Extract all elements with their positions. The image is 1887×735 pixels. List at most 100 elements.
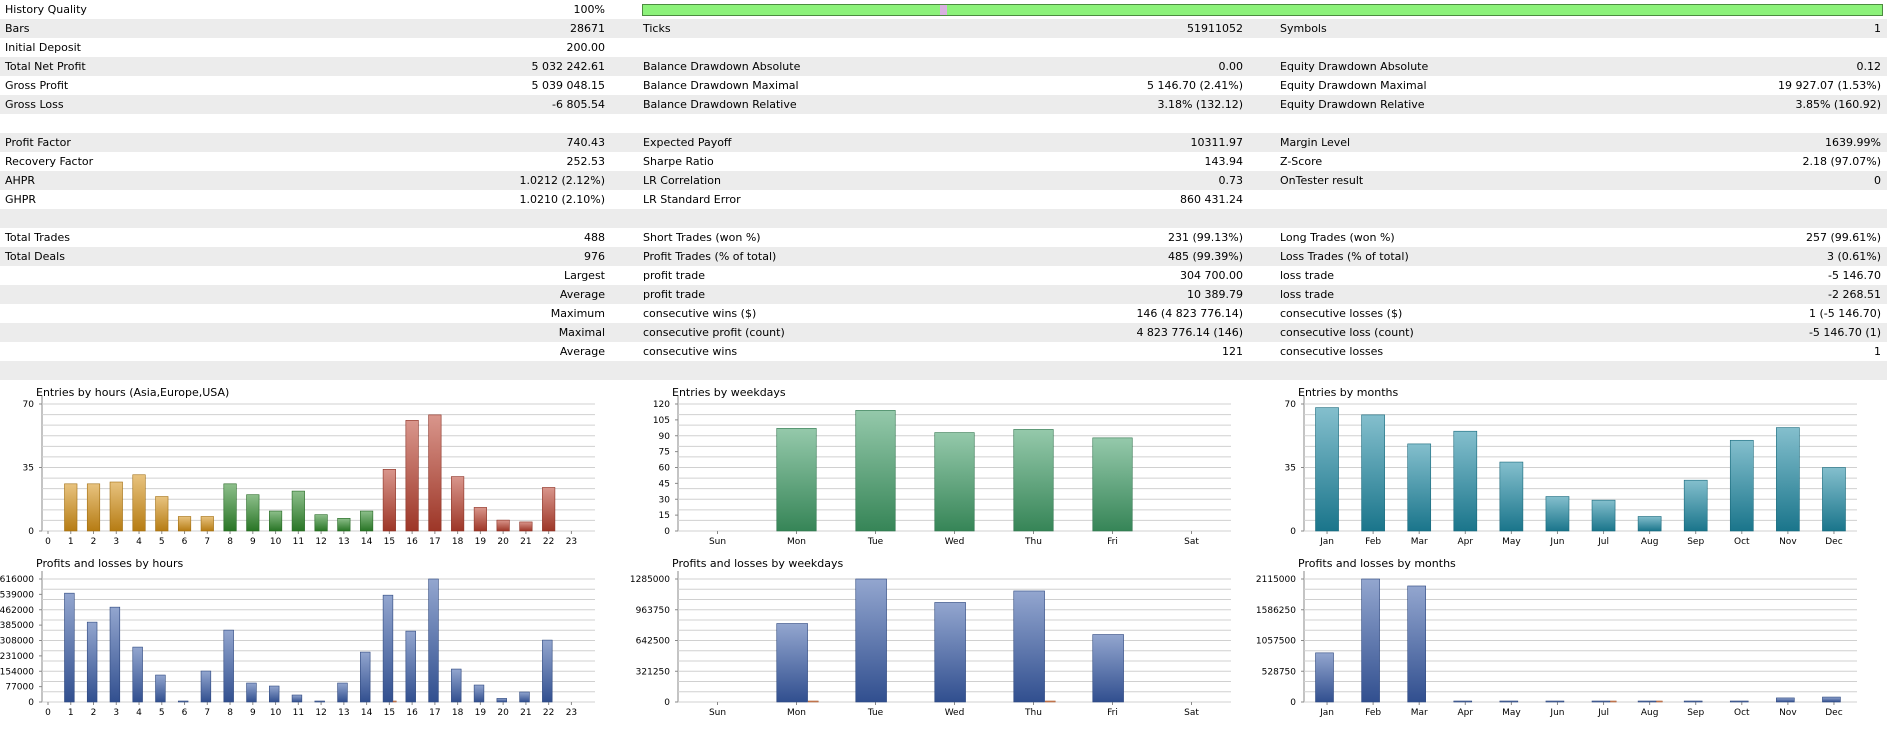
stats-row: Bars 28671 Ticks 51911052 Symbols 1 (0, 19, 1887, 38)
y-tick-label: 1285000 (630, 575, 670, 585)
x-tick-label: 11 (293, 537, 304, 547)
stat-value (1043, 114, 1243, 133)
y-tick-label: 642500 (636, 637, 671, 647)
x-tick-label: Tue (867, 708, 884, 718)
x-tick-label: 10 (270, 537, 282, 547)
bar (1013, 429, 1054, 532)
x-tick-label: Nov (1779, 537, 1797, 547)
x-tick-label: 19 (475, 708, 487, 718)
x-tick-label: 23 (566, 708, 577, 718)
stat-value: 10311.97 (1190, 136, 1244, 149)
x-tick-label: 17 (429, 708, 440, 718)
x-tick-label: Sep (1687, 708, 1704, 718)
bar (1545, 496, 1570, 532)
bar (200, 516, 214, 532)
y-tick-label: 75 (659, 448, 670, 458)
x-tick-label: Wed (945, 537, 965, 547)
x-tick-label: 0 (45, 537, 51, 547)
bar (246, 494, 260, 532)
stat-value: 28671 (570, 22, 605, 35)
stat-value: 488 (584, 231, 605, 244)
y-tick-label: 15 (659, 511, 670, 521)
loss-bar (392, 700, 397, 703)
stat-label: consecutive profit (count) (643, 326, 785, 339)
stat-value (305, 361, 605, 380)
stat-value: 121 (1222, 345, 1243, 358)
bar (382, 469, 396, 532)
y-tick-label: 462000 (0, 606, 34, 616)
bar (1092, 437, 1133, 532)
stat-value (1581, 209, 1881, 228)
x-tick-label: 18 (452, 708, 464, 718)
chart-title: Profits and losses by months (1298, 557, 1456, 570)
profit-bar (1361, 578, 1380, 703)
loss-bar (1610, 700, 1617, 703)
y-tick-label: 963750 (636, 606, 671, 616)
y-tick-label: 539000 (0, 590, 34, 600)
stat-label (5, 304, 305, 323)
bar (86, 483, 101, 532)
stat-value: -6 805.54 (552, 98, 605, 111)
stat-label: Sharpe Ratio (643, 155, 714, 168)
stat-label: Total Deals (5, 250, 65, 263)
stat-value: 252.53 (566, 155, 606, 168)
x-tick-label: 12 (315, 708, 326, 718)
entries-by-hours-chart: Entries by hours (Asia,Europe,USA)703500… (23, 386, 595, 547)
stat-label: consecutive loss (count) (1280, 326, 1414, 339)
stat-label (5, 114, 305, 133)
x-tick-label: Mar (1411, 708, 1428, 718)
stat-value: Average (559, 345, 605, 358)
stat-value: 10 389.79 (1187, 288, 1243, 301)
stat-value: Largest (564, 269, 605, 282)
bar (451, 476, 465, 532)
x-tick-label: 10 (270, 708, 282, 718)
x-tick-label: Jun (1549, 708, 1564, 718)
stat-label: Profit Trades (% of total) (643, 250, 777, 263)
profit-bar (177, 700, 189, 703)
stats-row: AHPR 1.0212 (2.12%) LR Correlation 0.73 OnTe… (0, 171, 1887, 190)
x-tick-label: 15 (384, 708, 395, 718)
x-tick-label: 15 (384, 537, 395, 547)
profit-bar (934, 602, 966, 703)
stat-label: Long Trades (won %) (1280, 231, 1395, 244)
y-tick-label: 35 (23, 464, 34, 474)
stat-label: Balance Drawdown Absolute (643, 60, 801, 73)
bar (1776, 427, 1800, 532)
x-tick-label: May (1502, 708, 1521, 718)
profit-bar (776, 623, 808, 703)
bar (1315, 407, 1339, 532)
profit-bar (291, 694, 303, 703)
stat-value: -5 146.70 (1) (1808, 326, 1881, 339)
bar (1499, 461, 1524, 532)
x-tick-label: 8 (227, 708, 233, 718)
bar (428, 414, 442, 532)
y-tick-label: 105 (653, 416, 670, 426)
stat-label (5, 323, 305, 342)
x-tick-label: Sat (1184, 537, 1199, 547)
stat-label: loss trade (1280, 288, 1335, 301)
y-tick-label: 1586250 (1256, 606, 1296, 616)
x-tick-label: Sep (1687, 537, 1704, 547)
stat-label: Initial Deposit (5, 41, 81, 54)
stat-label: OnTester result (1280, 174, 1364, 187)
y-tick-label: 385000 (0, 621, 34, 631)
stat-label: Equity Drawdown Maximal (1280, 79, 1427, 92)
y-tick-label: 45 (659, 479, 670, 489)
profit-bar (109, 606, 121, 703)
stat-label: consecutive losses (1280, 345, 1384, 358)
y-tick-label: 0 (28, 698, 34, 708)
profit-bar (269, 685, 280, 703)
bar (64, 483, 78, 532)
x-tick-label: 18 (452, 537, 464, 547)
stat-value: 4 823 776.14 (146) (1136, 326, 1243, 339)
profit-bar (1822, 696, 1841, 703)
bar (855, 410, 896, 532)
stat-label (5, 285, 305, 304)
profit-bar (1637, 700, 1657, 703)
stat-label: Total Trades (5, 231, 71, 244)
stat-value: 5 146.70 (2.41%) (1146, 79, 1243, 92)
bar (1637, 516, 1662, 532)
